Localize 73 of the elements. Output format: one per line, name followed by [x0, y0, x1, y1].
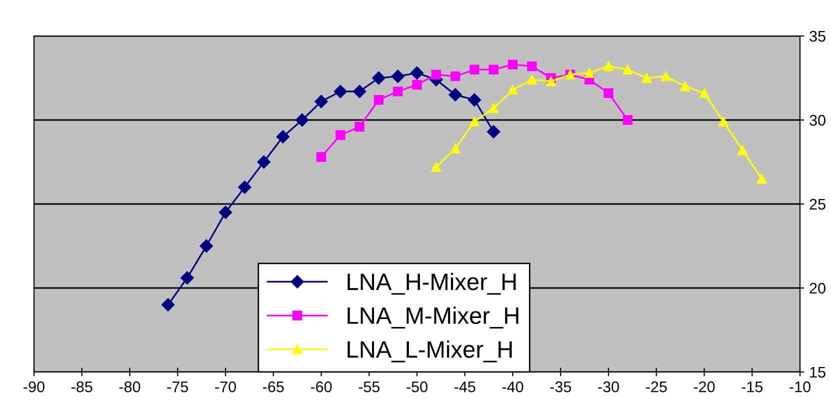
point — [448, 88, 462, 102]
x-tick-label: -10 — [790, 381, 810, 392]
point — [470, 116, 480, 127]
x-tick-label: -45 — [454, 382, 476, 392]
point — [180, 271, 194, 285]
point — [431, 70, 442, 80]
point — [756, 174, 767, 184]
x-tick-label: -65 — [263, 381, 284, 392]
point — [527, 74, 537, 85]
point — [604, 61, 614, 72]
point — [391, 70, 404, 83]
point — [296, 113, 309, 127]
x-tick-label: -80 — [119, 381, 140, 392]
y-tick-label: 20 — [810, 282, 826, 294]
point — [161, 298, 175, 312]
point — [238, 180, 252, 194]
point — [354, 122, 364, 132]
point — [218, 206, 232, 219]
point — [410, 66, 424, 80]
point — [584, 68, 594, 78]
point — [488, 64, 498, 74]
point — [661, 71, 671, 82]
x-tick-label: -55 — [358, 382, 380, 392]
legend-label: LNA_H-Mixer_H — [348, 272, 516, 295]
x-tick-label: -75 — [167, 382, 188, 392]
y-tick-label: 30 — [810, 114, 826, 126]
y-tick-label: 35 — [810, 30, 826, 42]
point — [334, 84, 347, 98]
point — [468, 93, 482, 106]
point — [738, 145, 748, 156]
legend-label: LNA_L-Mixer_H — [348, 340, 512, 362]
point — [336, 130, 346, 140]
x-tick-label: -90 — [24, 381, 44, 392]
point — [431, 162, 442, 172]
point — [392, 86, 403, 96]
x-tick-label: -60 — [310, 381, 332, 392]
point — [374, 94, 384, 105]
x-tick-label: -20 — [694, 381, 715, 392]
x-tick-label: -50 — [406, 381, 428, 392]
point — [718, 116, 728, 127]
point — [276, 130, 290, 144]
point — [450, 71, 460, 82]
point — [487, 125, 500, 138]
y-tick-label: 15 — [810, 367, 826, 378]
x-tick-label: -85 — [72, 381, 92, 392]
point — [508, 84, 518, 95]
point — [200, 239, 213, 253]
point — [372, 71, 386, 85]
point — [508, 60, 518, 70]
point — [470, 64, 480, 74]
point — [488, 103, 498, 114]
x-tick-label: -15 — [742, 382, 763, 392]
point — [699, 88, 710, 98]
x-tick-label: -25 — [646, 381, 667, 392]
point — [450, 144, 460, 154]
x-tick-label: -35 — [550, 381, 572, 392]
legend-label: LNA_M-Mixer_H — [348, 306, 518, 328]
point — [257, 155, 270, 169]
point — [680, 82, 690, 92]
point — [622, 64, 633, 74]
point — [352, 84, 366, 98]
point — [314, 94, 328, 108]
x-tick-label: -40 — [502, 381, 524, 392]
x-tick-label: -30 — [598, 381, 619, 392]
point — [642, 73, 652, 83]
x-tick-label: -70 — [215, 381, 236, 392]
point — [622, 115, 633, 125]
point — [412, 80, 422, 90]
point — [527, 61, 537, 72]
y-tick-label: 25 — [810, 198, 826, 210]
point — [316, 152, 326, 162]
point — [604, 88, 614, 98]
point — [546, 76, 556, 86]
